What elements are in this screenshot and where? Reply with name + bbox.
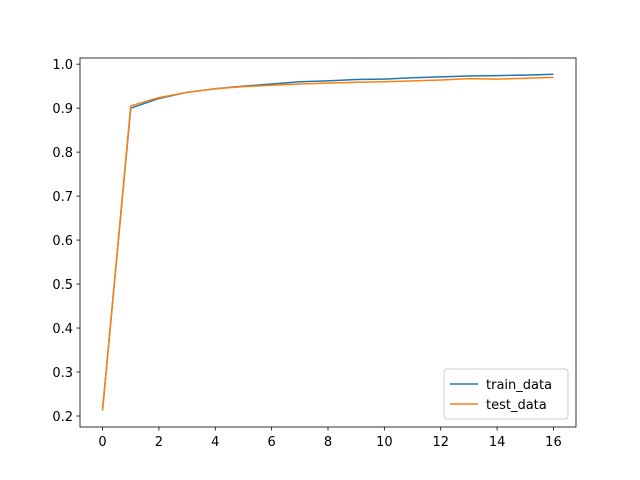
axes-frame bbox=[79, 57, 577, 428]
x-tick-label: 6 bbox=[267, 435, 275, 450]
y-tick-label: 0.4 bbox=[52, 322, 73, 337]
y-tick-label: 0.5 bbox=[52, 278, 73, 293]
x-tick-label: 0 bbox=[98, 435, 106, 450]
x-tick-label: 16 bbox=[545, 435, 562, 450]
line-series bbox=[101, 76, 554, 411]
y-tick-label: 0.7 bbox=[52, 190, 73, 205]
y-tick-label: 1.0 bbox=[52, 58, 73, 73]
legend-box bbox=[443, 368, 569, 420]
x-tick-label: 2 bbox=[155, 435, 163, 450]
x-tick-label: 8 bbox=[324, 435, 332, 450]
legend-label: train_data bbox=[486, 378, 552, 393]
y-tick-label: 0.8 bbox=[52, 146, 73, 161]
x-tick-label: 4 bbox=[211, 435, 219, 450]
y-tick-label: 0.9 bbox=[52, 102, 73, 117]
x-tick-label: 14 bbox=[489, 435, 506, 450]
y-tick-label: 0.2 bbox=[52, 410, 73, 425]
legend-label: test_data bbox=[486, 398, 547, 413]
y-tick-label: 0.6 bbox=[52, 234, 73, 249]
line-series bbox=[101, 73, 554, 411]
x-tick-label: 10 bbox=[376, 435, 393, 450]
x-tick-label: 12 bbox=[432, 435, 449, 450]
y-tick-label: 0.3 bbox=[52, 366, 73, 381]
